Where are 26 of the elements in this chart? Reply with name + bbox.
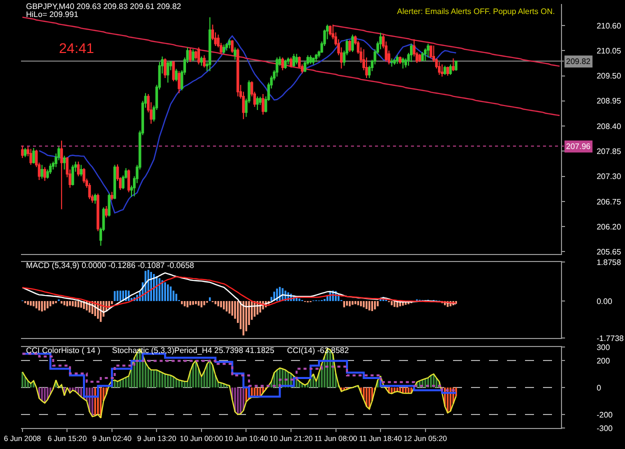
y-tick-label: 0 [596, 383, 602, 392]
y-tick-label: 210.60 [596, 21, 622, 30]
y-tick-label: 210.05 [596, 46, 622, 56]
chart-title: CCI ColorHisto ( 14 ) [26, 346, 101, 355]
y-tick-label: 300 [596, 342, 610, 352]
y-tick-label: 208.95 [596, 96, 622, 106]
y-tick-label: 209.50 [596, 72, 622, 81]
y-tick-label: 0.00 [596, 296, 613, 306]
y-tick-label: 200 [596, 356, 610, 366]
y-tick-label: 206.75 [596, 197, 622, 206]
y-tick-label: 207.85 [596, 146, 622, 156]
text: HiLo= 209.991 [26, 10, 79, 19]
y-tick-label: -1.7738 [596, 334, 624, 343]
annotation: 24:41 [59, 40, 94, 56]
chart-title: GBPJPY,M40 209.63 209.83 209.61 209.82 [26, 2, 182, 11]
chart-title: MACD (5,34,9) 0.0000 -0.1286 -0.1087 -0.0658 [26, 261, 195, 270]
ref-line-label: 207.96 [566, 142, 592, 151]
annotation: Alerter: Emails Alerts OFF. Popup Alerts ON. [397, 7, 555, 16]
y-tick-label: 1.8758 [596, 258, 622, 267]
y-tick-label: 206.20 [596, 222, 622, 232]
y-tick-label: 207.30 [596, 172, 622, 182]
y-tick-label: 208.40 [596, 122, 622, 131]
y-tick-label: -300 [596, 424, 614, 433]
y-tick-label: 205.65 [596, 248, 622, 257]
y-tick-label: -200 [596, 410, 614, 420]
ref-line-label: 209.82 [566, 57, 592, 66]
